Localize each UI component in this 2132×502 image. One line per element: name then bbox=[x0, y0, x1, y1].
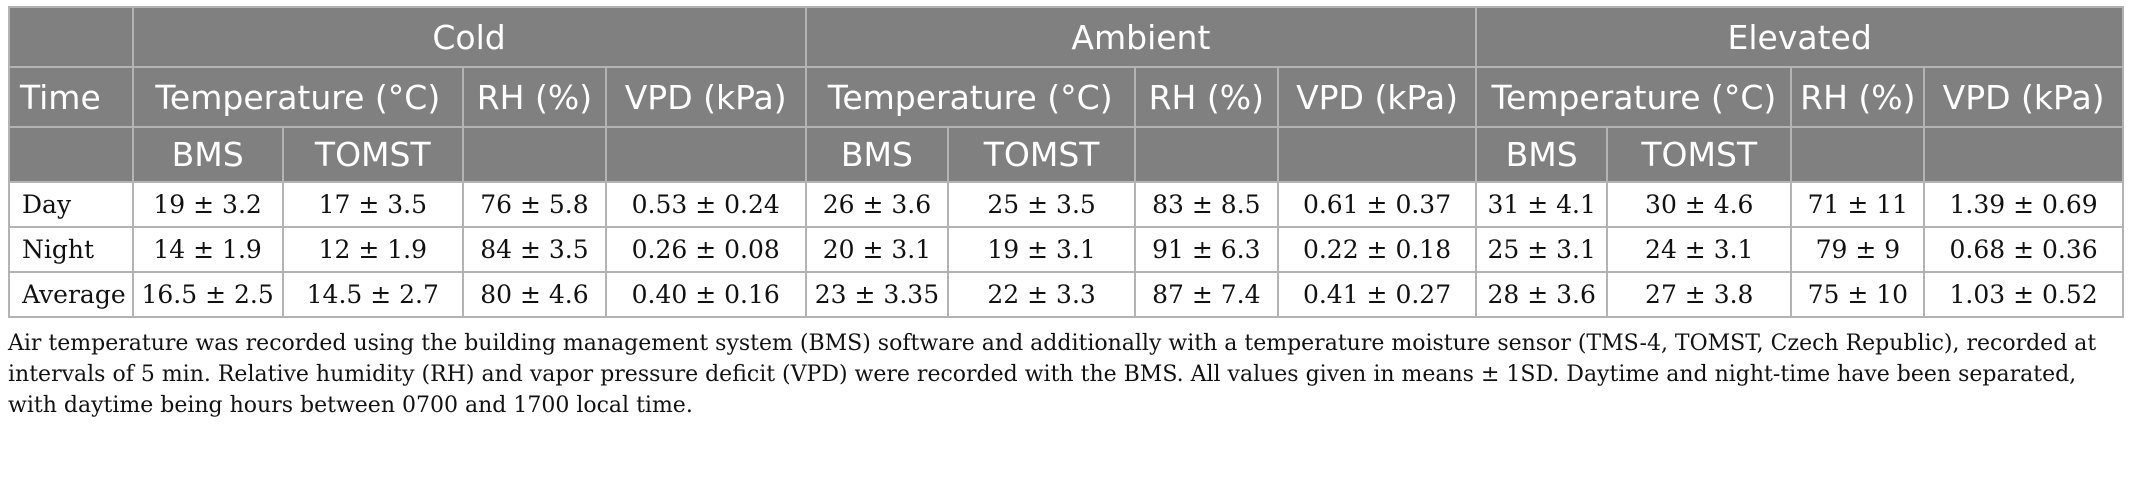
row-label-night: Night bbox=[8, 226, 134, 273]
table-cell: 14 ± 1.9 bbox=[131, 226, 284, 273]
table-row-night: Night 14 ± 1.9 12 ± 1.9 84 ± 3.5 0.26 ± … bbox=[8, 226, 2124, 273]
table-cell: 79 ± 9 bbox=[1790, 226, 1926, 273]
table-cell: 0.40 ± 0.16 bbox=[604, 271, 807, 318]
table-cell: 22 ± 3.3 bbox=[947, 271, 1136, 318]
table-cell: 71 ± 11 bbox=[1790, 181, 1926, 228]
table-cell: 26 ± 3.6 bbox=[804, 181, 950, 228]
table-cell: 16.5 ± 2.5 bbox=[131, 271, 284, 318]
tomst-header-elevated: TOMST bbox=[1606, 126, 1793, 183]
table-row-average: Average 16.5 ± 2.5 14.5 ± 2.7 80 ± 4.6 0… bbox=[8, 271, 2124, 318]
row-label-average: Average bbox=[8, 271, 134, 318]
table-cell: 80 ± 4.6 bbox=[461, 271, 607, 318]
tomst-header-ambient: TOMST bbox=[947, 126, 1136, 183]
table-cell: 31 ± 4.1 bbox=[1475, 181, 1609, 228]
table-row-day: Day 19 ± 3.2 17 ± 3.5 76 ± 5.8 0.53 ± 0.… bbox=[8, 181, 2124, 228]
table-cell: 1.03 ± 0.52 bbox=[1923, 271, 2124, 318]
table-cell: 19 ± 3.2 bbox=[131, 181, 284, 228]
table-cell: 84 ± 3.5 bbox=[461, 226, 607, 273]
table-cell: 23 ± 3.35 bbox=[804, 271, 950, 318]
table-cell: 0.26 ± 0.08 bbox=[604, 226, 807, 273]
empty-header-cell bbox=[461, 126, 607, 183]
row-label-day: Day bbox=[8, 181, 134, 228]
rh-header-elevated: RH (%) bbox=[1790, 66, 1926, 128]
group-header-row: Cold Ambient Elevated bbox=[8, 6, 2124, 68]
table-footnote: Air temperature was recorded using the b… bbox=[8, 331, 2097, 418]
table-cell: 83 ± 8.5 bbox=[1133, 181, 1279, 228]
table-cell: 87 ± 7.4 bbox=[1133, 271, 1279, 318]
bms-header-ambient: BMS bbox=[804, 126, 950, 183]
vpd-header-ambient: VPD (kPa) bbox=[1276, 66, 1478, 128]
empty-corner-cell bbox=[8, 6, 134, 68]
table-cell: 27 ± 3.8 bbox=[1606, 271, 1793, 318]
table-cell: 0.68 ± 0.36 bbox=[1923, 226, 2124, 273]
bms-header-elevated: BMS bbox=[1475, 126, 1609, 183]
vpd-header-cold: VPD (kPa) bbox=[604, 66, 807, 128]
table-cell: 0.41 ± 0.27 bbox=[1276, 271, 1478, 318]
bms-header-cold: BMS bbox=[131, 126, 284, 183]
temperature-header-ambient: Temperature (°C) bbox=[804, 66, 1136, 128]
table-cell: 28 ± 3.6 bbox=[1475, 271, 1609, 318]
empty-header-cell bbox=[1790, 126, 1926, 183]
table-cell: 14.5 ± 2.7 bbox=[281, 271, 464, 318]
table-cell: 25 ± 3.1 bbox=[1475, 226, 1609, 273]
table-cell: 24 ± 3.1 bbox=[1606, 226, 1793, 273]
temperature-header-cold: Temperature (°C) bbox=[131, 66, 464, 128]
group-header-cold: Cold bbox=[131, 6, 807, 68]
rh-header-ambient: RH (%) bbox=[1133, 66, 1279, 128]
empty-header-cell bbox=[604, 126, 807, 183]
table-cell: 75 ± 10 bbox=[1790, 271, 1926, 318]
table-cell: 0.53 ± 0.24 bbox=[604, 181, 807, 228]
table-cell: 20 ± 3.1 bbox=[804, 226, 950, 273]
group-header-ambient: Ambient bbox=[804, 6, 1478, 68]
rh-header-cold: RH (%) bbox=[461, 66, 607, 128]
time-header: Time bbox=[8, 66, 134, 128]
table-cell: 30 ± 4.6 bbox=[1606, 181, 1793, 228]
climate-data-table: Cold Ambient Elevated Time Temperature (… bbox=[8, 6, 2124, 318]
tomst-header-cold: TOMST bbox=[281, 126, 464, 183]
table-cell: 25 ± 3.5 bbox=[947, 181, 1136, 228]
sensor-header-row: BMS TOMST BMS TOMST BMS TOMST bbox=[8, 126, 2124, 183]
vpd-header-elevated: VPD (kPa) bbox=[1923, 66, 2124, 128]
measure-header-row: Time Temperature (°C) RH (%) VPD (kPa) T… bbox=[8, 66, 2124, 128]
table-cell: 0.22 ± 0.18 bbox=[1276, 226, 1478, 273]
table-cell: 76 ± 5.8 bbox=[461, 181, 607, 228]
group-header-elevated: Elevated bbox=[1475, 6, 2124, 68]
table-cell: 0.61 ± 0.37 bbox=[1276, 181, 1478, 228]
empty-header-cell bbox=[1276, 126, 1478, 183]
table-cell: 17 ± 3.5 bbox=[281, 181, 464, 228]
empty-header-cell bbox=[1923, 126, 2124, 183]
empty-header-cell bbox=[8, 126, 134, 183]
table-cell: 19 ± 3.1 bbox=[947, 226, 1136, 273]
table-cell: 12 ± 1.9 bbox=[281, 226, 464, 273]
empty-header-cell bbox=[1133, 126, 1279, 183]
temperature-header-elevated: Temperature (°C) bbox=[1475, 66, 1793, 128]
table-container: Cold Ambient Elevated Time Temperature (… bbox=[8, 6, 2124, 421]
table-cell: 1.39 ± 0.69 bbox=[1923, 181, 2124, 228]
table-cell: 91 ± 6.3 bbox=[1133, 226, 1279, 273]
